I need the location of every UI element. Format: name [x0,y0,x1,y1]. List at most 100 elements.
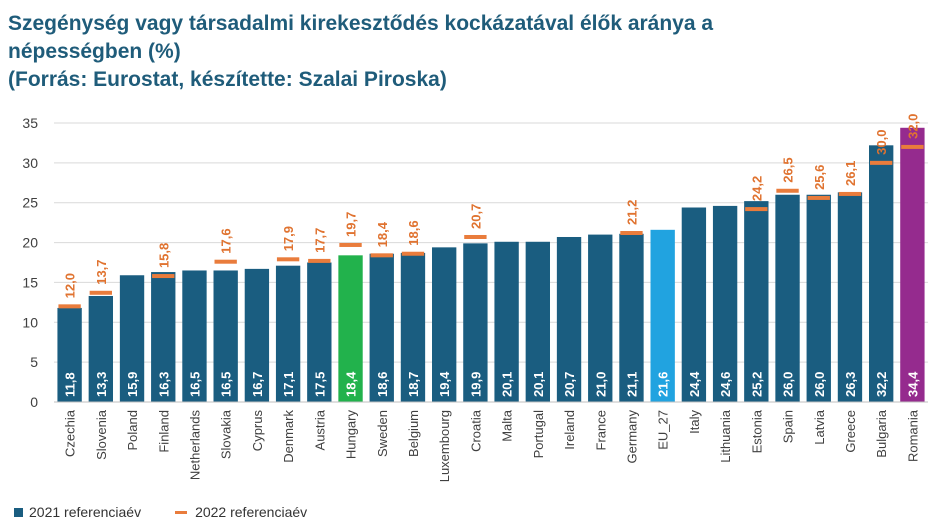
bar [182,270,207,402]
marker-2022 [776,188,799,193]
marker-2022 [276,257,300,262]
bar [556,236,582,402]
y-tick-label: 35 [22,115,38,131]
bar [681,207,707,402]
bar-value-label: 20,1 [500,372,515,397]
category-label: Portugal [531,410,546,459]
category-label: Cyprus [250,410,265,452]
legend-swatch-2022 [175,510,188,514]
bar-value-label: 11,8 [63,372,78,397]
category-label: Romania [905,409,920,462]
marker-2022 [620,231,643,236]
bar-value-label: 16,3 [156,372,171,397]
marker-value-label: 12,0 [63,273,78,298]
marker-2022 [214,259,237,264]
bar [744,201,769,402]
marker-2022 [339,242,362,247]
marker-value-label: 32,0 [905,114,920,139]
marker-2022 [401,251,425,256]
category-label: Belgium [406,410,421,457]
marker-value-label: 24,2 [749,176,764,201]
bar [369,253,394,402]
bar-value-label: 19,4 [437,371,452,397]
marker-value-label: 17,9 [281,226,296,251]
category-label: Bulgaria [874,409,889,457]
marker-value-label: 18,4 [375,221,390,247]
bar [213,270,238,402]
bar [588,234,613,402]
y-tick-label: 0 [30,394,38,410]
bar-value-label: 16,7 [250,372,265,397]
bar [307,262,332,402]
bar [275,265,301,402]
marker-2022 [807,195,830,200]
marker-2022 [464,234,487,239]
category-label: Austria [312,409,327,450]
bar [900,127,925,402]
bar-value-label: 26,0 [781,372,796,397]
marker-value-label: 18,6 [406,220,421,245]
bar-value-label: 20,1 [531,372,546,397]
bar-value-label: 16,5 [187,372,202,397]
category-label: Finland [156,410,171,453]
category-label: Poland [125,410,140,450]
bar-value-label: 25,2 [749,372,764,397]
bar-value-label: 21,6 [656,372,671,397]
y-tick-label: 15 [22,274,38,290]
title-line-3: (Forrás: Eurostat, készítette: Szalai Pi… [8,68,447,91]
y-tick-label: 5 [30,354,38,370]
category-label: Luxembourg [437,410,452,482]
y-tick-label: 25 [22,195,38,211]
y-tick-label: 10 [22,314,38,330]
bar-value-label: 24,4 [687,371,702,397]
category-label: Croatia [468,409,483,452]
category-label: Netherlands [187,410,202,481]
bar [119,275,145,402]
category-label: Hungary [344,410,359,460]
bar-value-label: 26,3 [843,372,858,397]
marker-value-label: 13,7 [94,259,109,284]
legend-item-2021: 2021 referenciaév [14,504,141,520]
bar [650,229,675,402]
category-label: Greece [843,410,858,453]
marker-2022 [308,258,331,263]
marker-value-label: 17,7 [312,228,327,253]
legend-label-2021: 2021 referenciaév [29,504,142,520]
bar [712,205,738,402]
category-label: Slovenia [94,409,109,460]
legend-item-2022: 2022 referenciaév [175,504,307,520]
marker-value-label: 30,0 [874,130,889,155]
bar-value-label: 24,6 [718,372,733,397]
category-label: EU_27 [656,410,671,450]
category-label: France [593,410,608,450]
y-tick-label: 20 [22,235,38,251]
bar-value-label: 19,9 [468,372,483,397]
bar [494,241,519,402]
marker-value-label: 19,7 [344,212,359,237]
category-label: Lithuania [718,409,733,463]
bar-value-label: 34,4 [905,371,920,397]
bar [463,243,488,402]
bar [619,233,644,402]
bar-value-label: 17,1 [281,372,296,397]
title-line-1: Szegénység vagy társadalmi kirekesztődés… [8,12,714,35]
marker-value-label: 25,6 [812,165,827,190]
marker-value-label: 26,5 [781,157,796,182]
bar-value-label: 17,5 [312,372,327,397]
marker-2022 [745,207,768,212]
chart-legend: 2021 referenciaév 2022 referenciaév [14,502,341,522]
bar [338,255,363,402]
bar-value-label: 32,2 [874,372,889,397]
bar [806,194,831,402]
bar [432,247,457,402]
bar [400,252,426,402]
bar-value-label: 18,6 [375,372,390,397]
marker-2022 [901,144,924,149]
bar [88,295,113,402]
category-label: Malta [500,409,515,442]
marker-value-label: 15,8 [156,243,171,268]
category-label: Spain [781,410,796,443]
marker-value-label: 17,6 [219,228,234,253]
legend-label-2022: 2022 referenciaév [195,504,308,520]
category-label: Slovakia [219,409,234,459]
